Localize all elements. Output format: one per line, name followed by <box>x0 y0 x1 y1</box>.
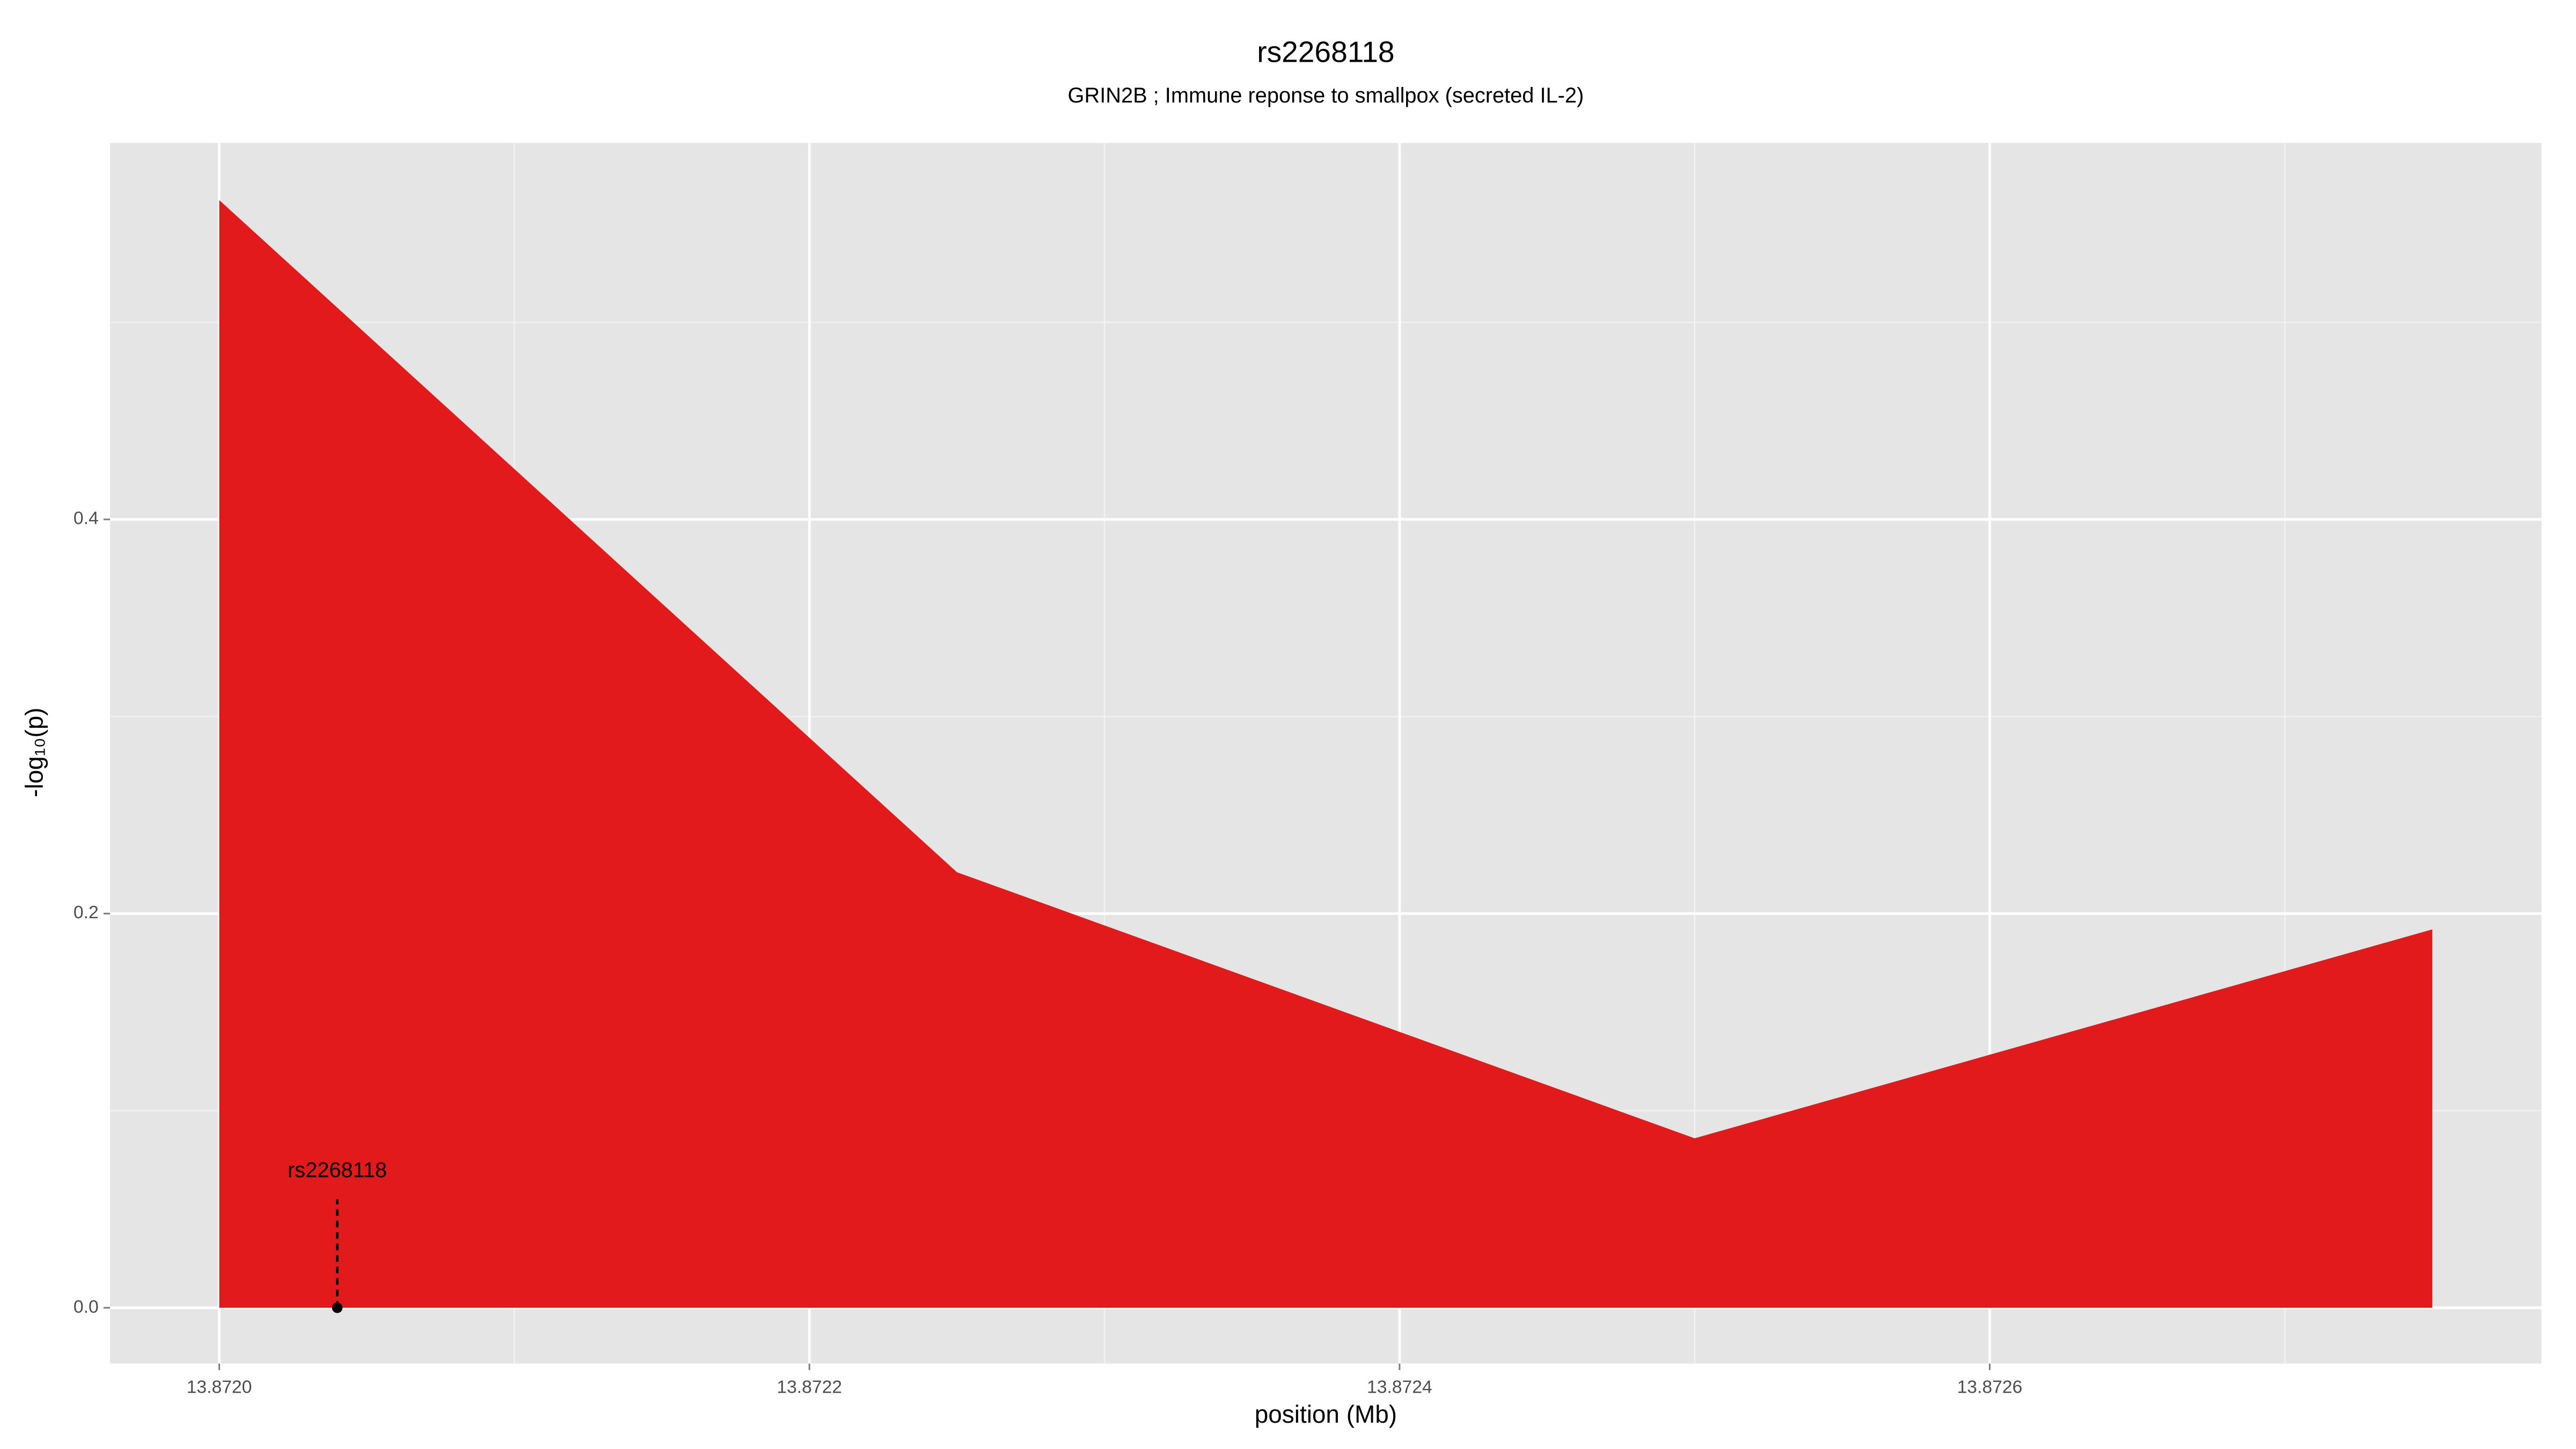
x-axis-label: position (Mb) <box>1255 1400 1397 1428</box>
x-tick-label: 13.8720 <box>187 1378 252 1397</box>
y-tick-label: 0.2 <box>74 903 99 923</box>
x-tick-label: 13.8724 <box>1367 1378 1432 1397</box>
x-tick-label: 13.8726 <box>1957 1378 2023 1397</box>
area <box>219 200 2433 1308</box>
y-tick-label: 0.4 <box>74 509 99 529</box>
y-axis-label: -log₁₀(p) <box>20 707 48 797</box>
chart-title: rs2268118 <box>1257 35 1394 69</box>
y-tick-label: 0.0 <box>74 1297 99 1317</box>
annotation-point <box>332 1302 343 1313</box>
marks: rs2268118 <box>219 200 2433 1313</box>
annotation-label: rs2268118 <box>288 1158 387 1182</box>
x-tick-label: 13.8722 <box>777 1378 842 1397</box>
chart-subtitle: GRIN2B ; Immune reponse to smallpox (sec… <box>1068 84 1584 107</box>
